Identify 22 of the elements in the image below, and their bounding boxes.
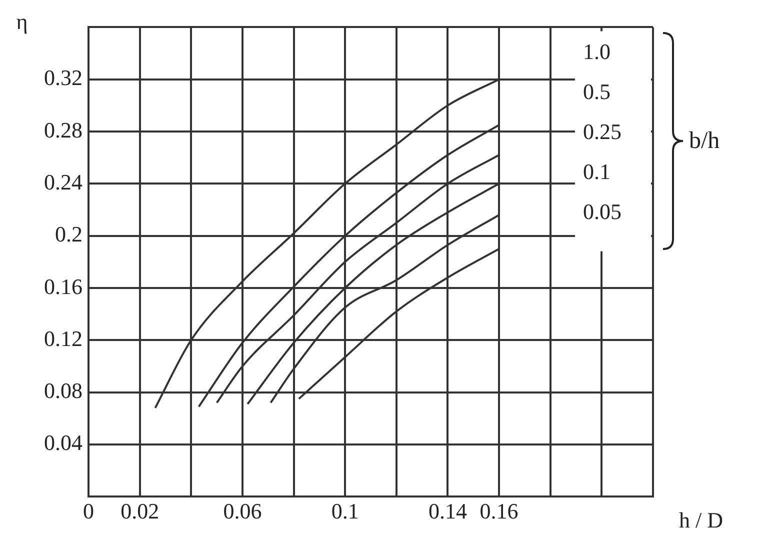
- x-tick-label: 0.16: [480, 498, 518, 524]
- y-tick-label: 0.08: [44, 378, 82, 404]
- text: 0.25: [583, 118, 622, 144]
- y-tick-label: 0.16: [44, 274, 82, 299]
- text: 0.05: [583, 198, 622, 224]
- text: 0.1: [583, 158, 610, 184]
- y-tick-label: 0.32: [44, 65, 82, 90]
- y-tick-label: 0.28: [44, 117, 82, 142]
- text: 1.0: [583, 38, 610, 64]
- text: 0.5: [583, 78, 610, 104]
- y-tick-label: 0.12: [44, 326, 82, 351]
- x-tick-label: 0.1: [331, 498, 359, 524]
- x-tick-label: 0.06: [223, 498, 262, 524]
- legend-title: b/h: [689, 127, 720, 156]
- y-tick-label: 0.2: [55, 222, 82, 247]
- x-tick-label: 0.02: [120, 498, 160, 524]
- y-tick-label: 0.04: [44, 430, 82, 456]
- x-tick-label: 0.14: [428, 498, 467, 524]
- y-tick-label: 0.24: [44, 169, 82, 194]
- x-axis-title: h / D: [679, 507, 723, 532]
- x-tick-label: 0: [83, 498, 94, 524]
- y-axis-title: η: [16, 8, 28, 34]
